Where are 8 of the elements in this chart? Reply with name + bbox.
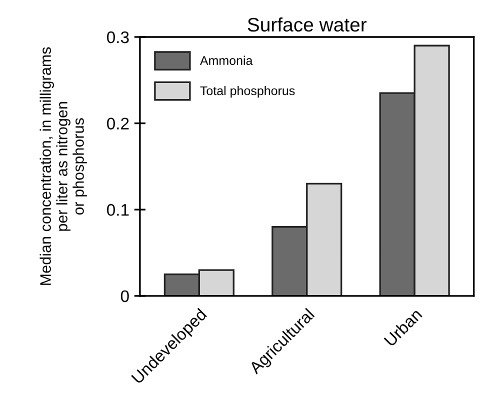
y-axis-title: Median concentration, in milligrams per liter as nitrogen or phosphorus [40, 47, 87, 285]
legend-label: Ammonia [200, 56, 253, 65]
y-tick-label: 0.1 [107, 204, 129, 216]
chart-title: Surface water [248, 17, 367, 32]
y-tick-label: 0.3 [107, 31, 129, 44]
y-tick-label: 0.2 [107, 118, 129, 130]
legend-label: Total phosphorus [200, 86, 295, 98]
y-tick-label: 0 [120, 290, 129, 302]
